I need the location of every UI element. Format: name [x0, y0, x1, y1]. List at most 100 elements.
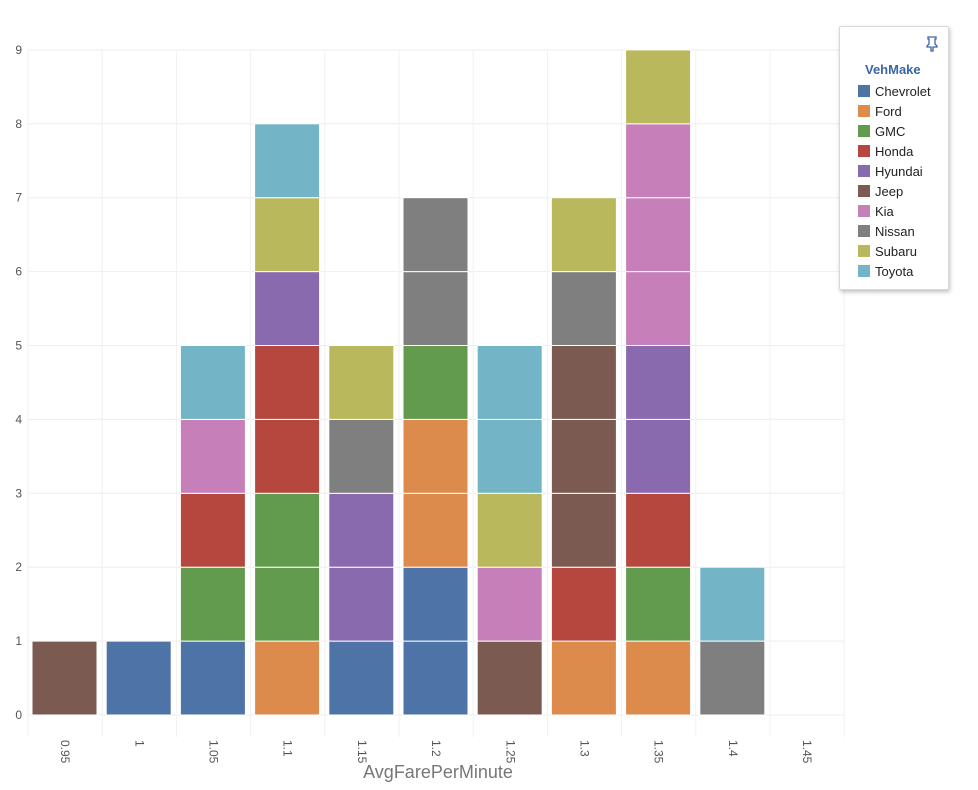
legend-label: Jeep — [875, 183, 904, 199]
legend-swatch — [858, 205, 870, 217]
legend-label: GMC — [875, 123, 906, 139]
x-tick-label: 0.95 — [58, 740, 72, 764]
bar-segment-honda[interactable] — [254, 345, 321, 420]
bar-segment-kia[interactable] — [625, 271, 692, 347]
legend-label: Kia — [875, 203, 894, 219]
legend-swatch — [858, 165, 870, 177]
legend-item-nissan[interactable]: Nissan — [858, 221, 931, 241]
bar-segment-kia[interactable] — [625, 197, 692, 273]
legend-swatch — [858, 265, 870, 277]
x-tick-label: 1.4 — [726, 740, 740, 757]
y-tick-label: 5 — [15, 339, 22, 353]
y-tick-label: 9 — [15, 43, 22, 57]
bar-segment-toyota[interactable] — [476, 345, 543, 420]
x-axis-title: AvgFarePerMinute — [363, 762, 513, 782]
bar-segment-ford[interactable] — [625, 640, 692, 716]
bar-segment-jeep[interactable] — [31, 640, 98, 716]
x-tick-label: 1 — [132, 740, 146, 747]
legend-item-honda[interactable]: Honda — [858, 141, 931, 161]
bar-segment-nissan[interactable] — [402, 197, 469, 273]
legend-item-jeep[interactable]: Jeep — [858, 181, 931, 201]
legend-list: Chevrolet Ford GMC Honda Hyundai Jeep Kia Nissa… — [858, 81, 931, 281]
bar-segment-jeep[interactable] — [550, 345, 617, 420]
x-axis-ticks: 0.95 1 1.05 1.1 1.15 1.2 1.25 1.3 1.35 1.4 1.45 — [58, 740, 814, 764]
pin-icon[interactable] — [925, 36, 939, 52]
legend-item-chevrolet[interactable]: Chevrolet — [858, 81, 931, 101]
bar-segment-toyota[interactable] — [699, 566, 766, 642]
bar-segment-chevrolet[interactable] — [105, 640, 172, 716]
y-tick-label: 0 — [15, 708, 22, 722]
bar-segment-subaru[interactable] — [550, 197, 617, 273]
bar-segment-chevrolet[interactable] — [402, 640, 469, 716]
bar-segment-chevrolet[interactable] — [402, 566, 469, 642]
bars — [31, 49, 766, 716]
bar-segment-toyota[interactable] — [476, 418, 543, 494]
bar-segment-nissan[interactable] — [328, 418, 395, 494]
bar-segment-toyota[interactable] — [179, 345, 246, 420]
bar-segment-ford[interactable] — [402, 492, 469, 568]
legend-label: Subaru — [875, 243, 917, 259]
bar-segment-kia[interactable] — [476, 566, 543, 642]
y-tick-label: 6 — [15, 265, 22, 279]
y-tick-label: 7 — [15, 191, 22, 205]
bar-segment-gmc[interactable] — [179, 566, 246, 642]
bar-segment-subaru[interactable] — [254, 197, 321, 273]
y-tick-label: 1 — [15, 634, 22, 648]
bar-segment-subaru[interactable] — [625, 49, 692, 125]
legend-item-toyota[interactable]: Toyota — [858, 261, 931, 281]
x-tick-label: 1.45 — [800, 740, 814, 764]
legend-label: Hyundai — [875, 163, 923, 179]
bar-segment-ford[interactable] — [254, 640, 321, 716]
legend-item-kia[interactable]: Kia — [858, 201, 931, 221]
legend-swatch — [858, 125, 870, 137]
legend-swatch — [858, 245, 870, 257]
bar-segment-hyundai[interactable] — [625, 418, 692, 494]
legend-swatch — [858, 105, 870, 117]
y-tick-label: 2 — [15, 560, 22, 574]
bar-segment-subaru[interactable] — [328, 345, 395, 420]
legend-item-subaru[interactable]: Subaru — [858, 241, 931, 261]
legend-swatch — [858, 225, 870, 237]
bar-segment-chevrolet[interactable] — [179, 640, 246, 716]
legend-label: Honda — [875, 143, 914, 159]
bar-segment-gmc[interactable] — [254, 492, 321, 568]
legend-label: Toyota — [875, 263, 914, 279]
y-tick-label: 8 — [15, 117, 22, 131]
bar-segment-gmc[interactable] — [625, 566, 692, 642]
bar-segment-honda[interactable] — [254, 418, 321, 494]
bar-segment-jeep[interactable] — [476, 640, 543, 716]
x-tick-label: 1.15 — [355, 740, 369, 764]
y-tick-label: 4 — [15, 412, 22, 426]
legend-item-ford[interactable]: Ford — [858, 101, 931, 121]
legend-swatch — [858, 145, 870, 157]
bar-segment-hyundai[interactable] — [328, 566, 395, 642]
bar-segment-jeep[interactable] — [550, 418, 617, 494]
bar-segment-kia[interactable] — [179, 418, 246, 494]
bar-segment-hyundai[interactable] — [625, 345, 692, 420]
bar-segment-gmc[interactable] — [254, 566, 321, 642]
bar-segment-toyota[interactable] — [254, 123, 321, 199]
bar-segment-nissan[interactable] — [550, 271, 617, 347]
bar-segment-nissan[interactable] — [699, 640, 766, 716]
bar-segment-gmc[interactable] — [402, 345, 469, 420]
bar-segment-subaru[interactable] — [476, 492, 543, 568]
x-tick-label: 1.3 — [578, 740, 592, 757]
bar-segment-chevrolet[interactable] — [328, 640, 395, 716]
bar-segment-honda[interactable] — [179, 492, 246, 568]
bar-segment-ford[interactable] — [402, 418, 469, 494]
bar-segment-nissan[interactable] — [402, 271, 469, 347]
legend-item-gmc[interactable]: GMC — [858, 121, 931, 141]
legend-item-hyundai[interactable]: Hyundai — [858, 161, 931, 181]
x-tick-label: 1.35 — [652, 740, 666, 764]
bar-segment-hyundai[interactable] — [254, 271, 321, 347]
bar-segment-jeep[interactable] — [550, 492, 617, 568]
legend-label: Chevrolet — [875, 83, 931, 99]
bar-segment-kia[interactable] — [625, 123, 692, 199]
legend-title: VehMake — [865, 62, 921, 77]
bar-segment-hyundai[interactable] — [328, 492, 395, 568]
bar-segment-honda[interactable] — [550, 566, 617, 642]
bar-segment-ford[interactable] — [550, 640, 617, 716]
legend-swatch — [858, 85, 870, 97]
bar-segment-honda[interactable] — [625, 492, 692, 568]
